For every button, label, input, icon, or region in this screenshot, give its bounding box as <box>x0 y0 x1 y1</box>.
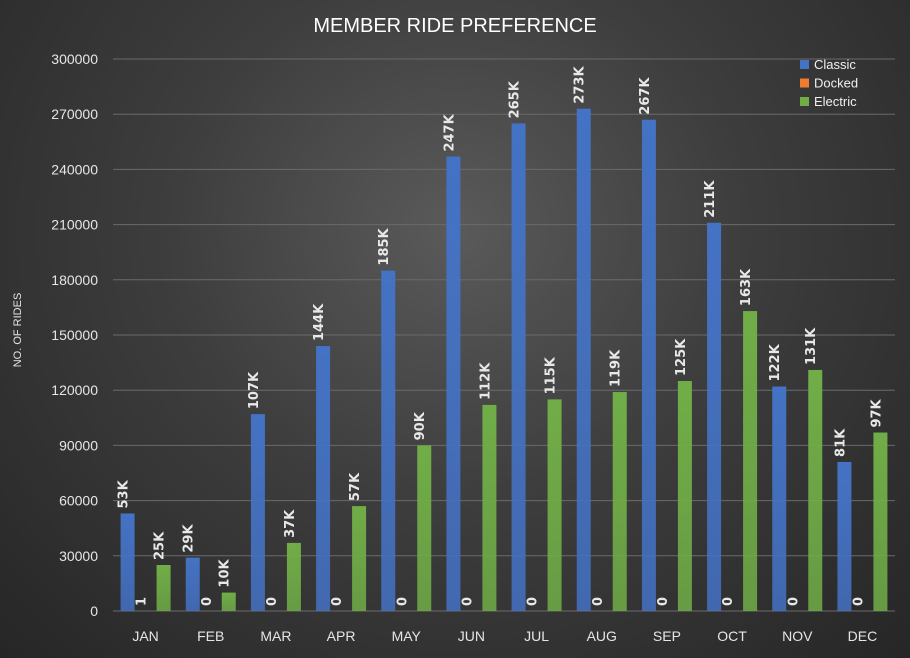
data-label: 0 <box>265 597 280 606</box>
chart-title: MEMBER RIDE PREFERENCE <box>313 15 596 37</box>
data-label: 0 <box>330 597 345 606</box>
y-tick-label: 60000 <box>59 493 98 509</box>
x-tick-label: JUL <box>524 628 549 644</box>
y-tick-label: 120000 <box>51 382 98 398</box>
data-label: 112K <box>478 362 493 400</box>
data-label: 0 <box>786 597 801 606</box>
legend-label-docked: Docked <box>814 76 858 91</box>
y-tick-label: 150000 <box>51 327 98 343</box>
bar-electric-feb <box>221 592 236 611</box>
data-label: 0 <box>851 597 866 606</box>
bar-electric-may <box>417 445 432 611</box>
bars <box>120 108 888 612</box>
x-tick-label: NOV <box>782 628 813 644</box>
x-tick-label: SEP <box>653 628 681 644</box>
data-label: 265K <box>508 80 523 118</box>
bar-electric-jan <box>156 565 171 611</box>
x-axis-ticks: JAN FEB MAR APR MAY JUN JUL AUG SEP OCT NOV DEC <box>132 628 877 644</box>
data-label: 163K <box>739 268 754 306</box>
bar-classic-sep <box>641 119 656 611</box>
bar-classic-nov <box>772 386 787 611</box>
y-tick-label: 90000 <box>59 437 98 453</box>
x-tick-label: AUG <box>587 628 617 644</box>
data-label: 97K <box>869 398 884 427</box>
bar-classic-mar <box>250 414 265 611</box>
y-tick-label: 0 <box>90 603 98 619</box>
data-label: 0 <box>656 597 671 606</box>
x-tick-label: DEC <box>848 628 878 644</box>
data-label: 29K <box>182 524 197 553</box>
data-label: 37K <box>283 509 298 538</box>
bar-classic-jun <box>446 156 461 611</box>
data-label: 10K <box>218 559 233 588</box>
data-label: 0 <box>526 597 541 606</box>
data-label: 81K <box>833 428 848 457</box>
x-tick-label: JUN <box>458 628 485 644</box>
legend-swatch-docked <box>800 78 809 88</box>
data-label: 25K <box>153 531 168 560</box>
bar-classic-apr <box>316 346 331 611</box>
y-axis-ticks: 0 30000 60000 90000 120000 150000 180000 210000… <box>51 51 98 619</box>
data-label: 57K <box>348 472 363 501</box>
legend-label-classic: Classic <box>814 57 856 72</box>
gridlines <box>113 58 895 612</box>
x-tick-label: MAY <box>392 628 422 644</box>
legend-label-electric: Electric <box>814 94 857 109</box>
bar-electric-oct <box>743 311 758 611</box>
x-tick-label: JAN <box>132 628 158 644</box>
data-label: 122K <box>768 343 783 381</box>
x-tick-label: OCT <box>717 628 747 644</box>
data-label: 53K <box>117 479 132 508</box>
bar-electric-jun <box>482 404 497 611</box>
legend: Classic Docked Electric <box>800 57 858 109</box>
data-label: 267K <box>638 77 653 115</box>
x-tick-label: FEB <box>197 628 224 644</box>
data-label: 211K <box>703 180 718 218</box>
x-tick-label: APR <box>327 628 356 644</box>
data-label: 90K <box>413 411 428 440</box>
bar-classic-dec <box>837 461 852 611</box>
bar-electric-jul <box>547 399 562 611</box>
y-tick-label: 180000 <box>51 272 98 288</box>
bar-classic-may <box>381 270 396 611</box>
data-label: 125K <box>674 338 689 376</box>
bar-electric-nov <box>808 369 823 611</box>
data-label: 273K <box>573 66 588 104</box>
bar-electric-mar <box>286 542 301 611</box>
data-label: 0 <box>395 597 410 606</box>
data-label: 0 <box>460 597 475 606</box>
bar-classic-jan <box>120 513 135 611</box>
y-tick-label: 30000 <box>59 548 98 564</box>
data-label: 115K <box>544 356 559 394</box>
data-label: 144K <box>312 303 327 341</box>
bar-classic-oct <box>707 222 722 611</box>
data-label: 131K <box>804 327 819 365</box>
bar-electric-apr <box>352 506 367 611</box>
y-axis-label: NO. OF RIDES <box>12 293 24 368</box>
bar-classic-jul <box>511 123 526 612</box>
data-label: 247K <box>442 113 457 151</box>
bar-electric-sep <box>677 381 692 611</box>
y-tick-label: 210000 <box>51 217 98 233</box>
data-label: 0 <box>591 597 606 606</box>
bar-electric-aug <box>612 392 627 611</box>
data-label: 185K <box>377 227 392 265</box>
y-tick-label: 300000 <box>51 51 98 67</box>
data-label: 0 <box>721 597 736 606</box>
x-tick-label: MAR <box>260 628 291 644</box>
bar-classic-feb <box>185 557 200 611</box>
data-label: 1 <box>135 597 150 606</box>
data-label: 107K <box>247 371 262 409</box>
data-label: 119K <box>609 349 624 387</box>
data-label: 0 <box>200 597 215 606</box>
y-tick-label: 240000 <box>51 161 98 177</box>
bar-electric-dec <box>873 432 888 611</box>
bar-classic-aug <box>576 108 591 612</box>
legend-swatch-classic <box>800 60 809 69</box>
y-tick-label: 270000 <box>51 106 98 122</box>
legend-swatch-electric <box>800 97 809 106</box>
